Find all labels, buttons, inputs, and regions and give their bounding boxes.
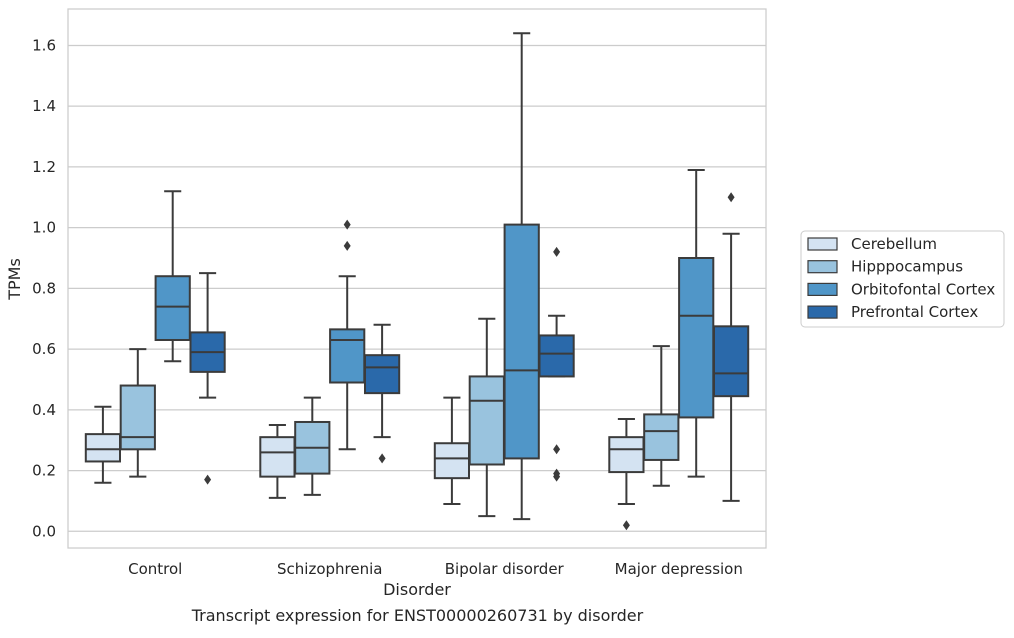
y-tick-label: 1.0 bbox=[32, 219, 56, 237]
box-group bbox=[84, 405, 122, 484]
y-axis-label: TPMs bbox=[5, 258, 24, 301]
iqr-box bbox=[433, 442, 471, 480]
legend: Cerebellum Hipppocampus Orbitofontal Corte… bbox=[800, 230, 1005, 328]
iqr-box bbox=[608, 436, 645, 474]
legend-swatch bbox=[807, 260, 838, 274]
outlier-point bbox=[378, 453, 386, 464]
legend-label: Hipppocampus bbox=[851, 258, 963, 276]
outlier-point bbox=[553, 471, 561, 482]
outlier-point bbox=[343, 219, 351, 230]
iqr-box bbox=[538, 334, 575, 378]
x-tick-label: Schizophrenia bbox=[277, 560, 382, 578]
box-group bbox=[712, 192, 750, 502]
iqr-box bbox=[329, 328, 366, 384]
box-group bbox=[538, 246, 575, 482]
box-group bbox=[678, 168, 715, 478]
x-axis-ticks: Control Schizophrenia Bipolar disorder Majo… bbox=[128, 560, 743, 578]
outlier-point bbox=[553, 444, 561, 455]
outlier-point bbox=[343, 240, 351, 251]
iqr-box bbox=[468, 375, 505, 466]
box-group bbox=[643, 345, 680, 487]
y-tick-label: 1.6 bbox=[32, 36, 56, 54]
outlier-point bbox=[622, 520, 630, 531]
y-tick-label: 1.2 bbox=[32, 158, 56, 176]
y-tick-label: 1.4 bbox=[32, 97, 56, 115]
box-group bbox=[189, 272, 226, 485]
y-tick-label: 0.6 bbox=[32, 340, 56, 358]
outlier-point bbox=[553, 246, 561, 257]
legend-frame bbox=[800, 230, 1005, 328]
box-group bbox=[329, 219, 366, 451]
legend-label: Orbitofontal Cortex bbox=[851, 280, 995, 298]
box-group bbox=[154, 190, 191, 363]
y-axis-ticks: 0.0 0.2 0.4 0.6 0.8 1.0 1.2 1.4 1.6 bbox=[32, 36, 56, 540]
x-axis-label: Disorder bbox=[383, 580, 451, 599]
legend-label: Cerebellum bbox=[851, 235, 937, 253]
legend-swatch bbox=[807, 282, 838, 296]
x-tick-label: Control bbox=[128, 560, 182, 578]
iqr-box bbox=[503, 223, 540, 460]
iqr-box bbox=[119, 384, 156, 451]
iqr-box bbox=[259, 436, 296, 478]
box-group bbox=[119, 348, 156, 478]
y-tick-label: 0.4 bbox=[32, 401, 56, 419]
box-group bbox=[259, 424, 296, 499]
legend-swatch bbox=[807, 305, 838, 319]
legend-swatch bbox=[807, 237, 838, 251]
legend-items: Cerebellum Hipppocampus Orbitofontal Corte… bbox=[807, 235, 995, 321]
x-tick-label: Bipolar disorder bbox=[445, 560, 565, 578]
chart-caption: Transcript expression for ENST0000026073… bbox=[191, 606, 644, 625]
box-group bbox=[468, 317, 505, 518]
iqr-box bbox=[712, 325, 750, 398]
iqr-box bbox=[678, 257, 715, 419]
outlier-point bbox=[727, 192, 735, 203]
x-tick-label: Major depression bbox=[615, 560, 743, 578]
iqr-box bbox=[363, 354, 401, 395]
box-group bbox=[294, 396, 331, 496]
iqr-box bbox=[643, 413, 680, 461]
y-tick-label: 0.2 bbox=[32, 462, 56, 480]
box-group bbox=[433, 396, 471, 505]
iqr-box bbox=[84, 433, 122, 463]
legend-label: Prefrontal Cortex bbox=[851, 303, 978, 321]
outlier-point bbox=[204, 474, 212, 485]
y-tick-label: 0.8 bbox=[32, 279, 56, 297]
box-group bbox=[363, 323, 401, 464]
y-tick-label: 0.0 bbox=[32, 522, 56, 540]
box-groups bbox=[84, 32, 750, 531]
iqr-box bbox=[154, 275, 191, 341]
box-group bbox=[608, 417, 645, 531]
plot-frame bbox=[67, 8, 767, 549]
